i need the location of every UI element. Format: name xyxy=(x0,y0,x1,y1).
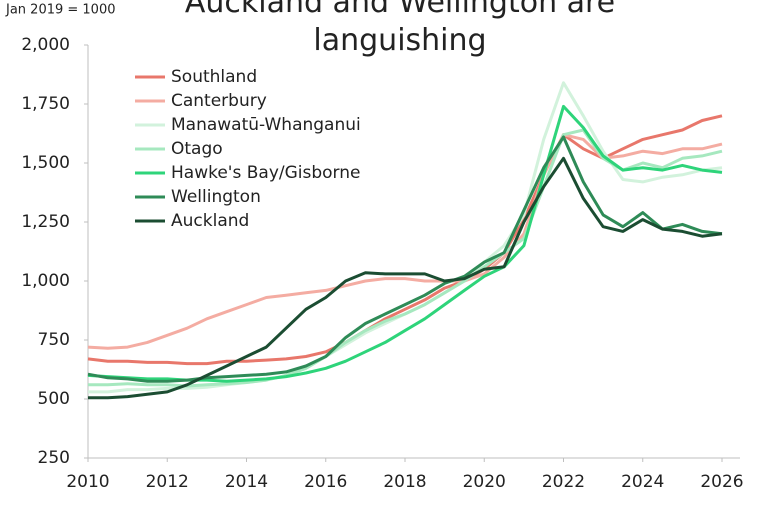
x-tick-label: 2016 xyxy=(304,472,347,492)
x-tick-label: 2022 xyxy=(542,472,585,492)
y-tick-label: 250 xyxy=(38,448,70,468)
x-tick-label: 2010 xyxy=(66,472,109,492)
y-tick-label: 1,500 xyxy=(21,153,70,173)
x-tick-label: 2020 xyxy=(463,472,506,492)
x-tick-label: 2012 xyxy=(146,472,189,492)
y-tick-label: 750 xyxy=(38,330,70,350)
chart-title: Auckland and Wellington are languishing xyxy=(184,0,616,58)
y-axis-label: Jan 2019 = 1000 xyxy=(5,3,116,18)
legend-label: Southland xyxy=(171,67,257,87)
x-tick-label: 2018 xyxy=(383,472,426,492)
x-tick-label: 2024 xyxy=(621,472,664,492)
series-line xyxy=(88,156,723,400)
legend-label: Otago xyxy=(171,139,223,159)
y-tick-label: 500 xyxy=(38,389,70,409)
series-line xyxy=(87,135,723,383)
y-tick-label: 1,250 xyxy=(21,212,70,232)
y-tick-label: 1,750 xyxy=(21,94,70,114)
series-line xyxy=(87,133,723,350)
legend-label: Hawke's Bay/Gisborne xyxy=(171,163,360,183)
series-line xyxy=(87,114,723,366)
x-tick-label: 2014 xyxy=(225,472,268,492)
legend-label: Manawatū-Whanganui xyxy=(171,115,361,135)
y-tick-label: 2,000 xyxy=(21,35,70,55)
x-tick-label: 2026 xyxy=(700,472,743,492)
legend-label: Canterbury xyxy=(171,91,267,111)
legend-label: Auckland xyxy=(171,211,249,231)
y-tick-label: 1,000 xyxy=(21,271,70,291)
legend-label: Wellington xyxy=(171,187,261,207)
